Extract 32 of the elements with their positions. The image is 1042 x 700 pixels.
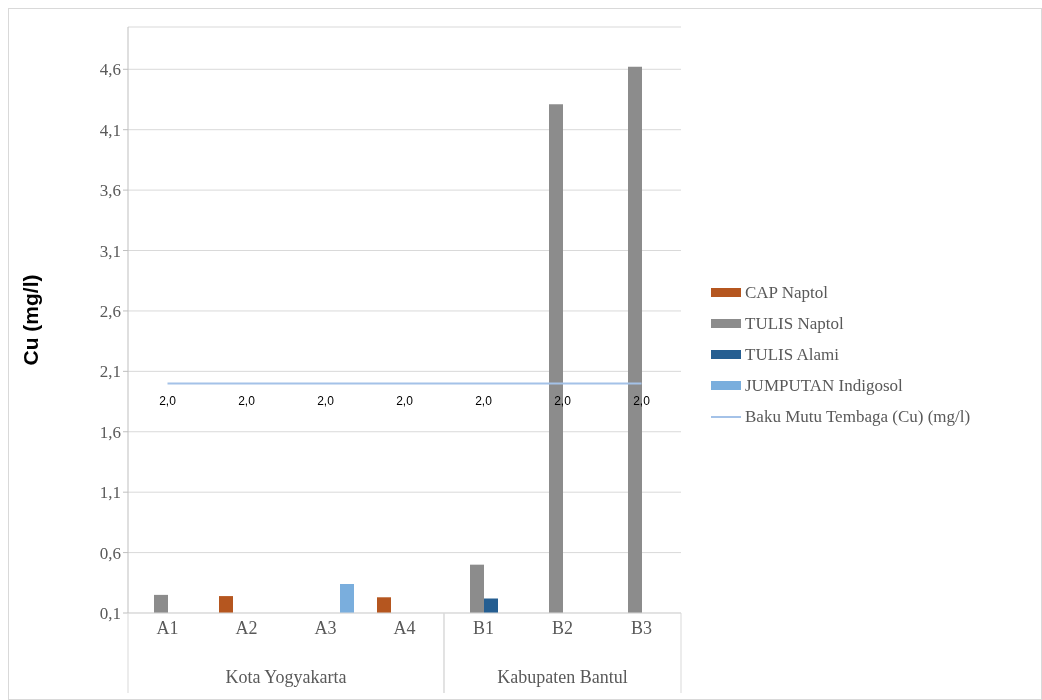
y-tick-label: 3,1 bbox=[99, 241, 121, 261]
text: Kabupaten Bantul bbox=[497, 667, 628, 687]
data-label: 2,0 bbox=[554, 394, 572, 409]
legend-label: TULIS Naptol bbox=[745, 313, 844, 334]
data-label: 2,0 bbox=[317, 394, 335, 409]
x-tick-label: B1 bbox=[472, 617, 495, 638]
y-tick-label: 2,1 bbox=[99, 362, 121, 382]
legend-label: TULIS Alami bbox=[745, 344, 839, 365]
legend-label: JUMPUTAN Indigosol bbox=[745, 375, 903, 396]
x-tick-label: A2 bbox=[235, 617, 258, 638]
y-tick-label: 1,1 bbox=[99, 483, 121, 503]
y-tick-label: 4,1 bbox=[99, 120, 121, 140]
legend-label: CAP Naptol bbox=[745, 282, 828, 303]
data-label: 2,0 bbox=[238, 394, 256, 409]
data-label: 2,0 bbox=[633, 394, 651, 409]
x-tick-label: A1 bbox=[156, 617, 179, 638]
legend-label: Baku Mutu Tembaga (Cu) (mg/l) bbox=[745, 406, 971, 427]
y-tick-label: 1,6 bbox=[99, 422, 121, 442]
y-tick-label: 3,6 bbox=[99, 181, 121, 201]
x-tick-label: A4 bbox=[393, 617, 416, 638]
y-tick-label: 4,6 bbox=[99, 60, 121, 80]
y-axis-title: Cu (mg/l) bbox=[19, 274, 43, 366]
y-tick-label: 2,6 bbox=[99, 301, 121, 321]
text: Kota Yogyakarta bbox=[225, 667, 347, 687]
x-tick-label: B3 bbox=[630, 617, 653, 638]
data-label: 2,0 bbox=[475, 394, 493, 409]
x-tick-label: B2 bbox=[551, 617, 574, 638]
x-tick-label: A3 bbox=[314, 617, 337, 638]
y-tick-label: 0,6 bbox=[99, 543, 121, 563]
y-tick-label: 0,1 bbox=[99, 604, 121, 624]
data-label: 2,0 bbox=[159, 394, 177, 409]
data-label: 2,0 bbox=[396, 394, 414, 409]
